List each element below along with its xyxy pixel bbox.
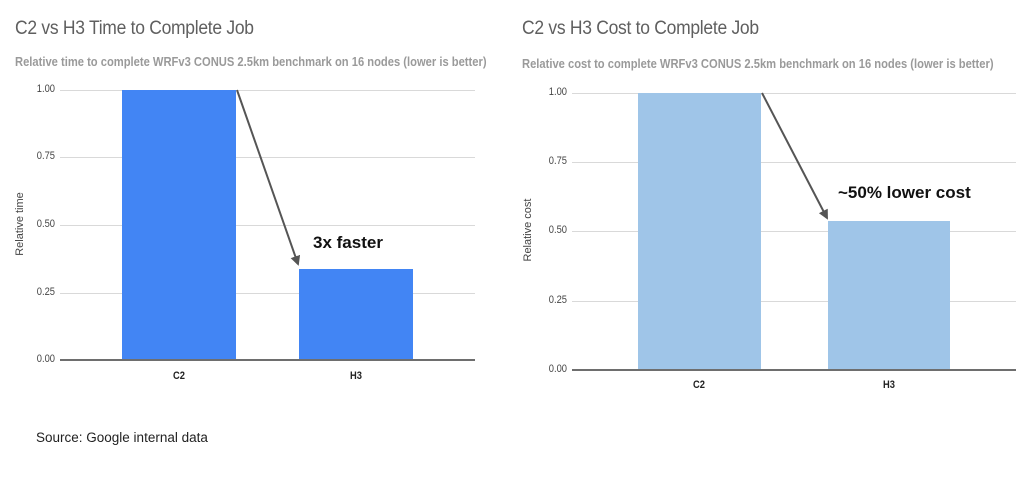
source-note: Source: Google internal data xyxy=(36,430,208,445)
time-x-axis-line xyxy=(60,359,475,361)
time-plot-area xyxy=(60,90,475,362)
time-bar-h3[interactable] xyxy=(299,269,413,360)
time-xtick-c2: C2 xyxy=(173,370,185,382)
cost-bar-c2[interactable] xyxy=(638,93,761,370)
cost-ytick-0-75: 0.75 xyxy=(548,155,567,167)
cost-ytick-0-00: 0.00 xyxy=(548,363,567,375)
cost-bar-h3[interactable] xyxy=(828,221,950,370)
time-annotation-label: 3x faster xyxy=(313,233,383,252)
cost-ytick-1-00: 1.00 xyxy=(548,86,567,98)
cost-chart-subtitle: Relative cost to complete WRFv3 CONUS 2.… xyxy=(522,56,994,71)
time-ytick-0-00: 0.00 xyxy=(36,353,55,365)
gridline xyxy=(572,231,1016,232)
gridline xyxy=(572,301,1016,302)
time-ytick-0-25: 0.25 xyxy=(36,286,55,298)
cost-xtick-c2: C2 xyxy=(693,379,705,391)
time-xtick-h3: H3 xyxy=(350,370,362,382)
gridline xyxy=(60,293,475,294)
time-ytick-0-75: 0.75 xyxy=(36,150,55,162)
cost-xtick-h3: H3 xyxy=(883,379,895,391)
cost-plot-area xyxy=(572,93,1016,372)
time-chart-title: C2 vs H3 Time to Complete Job xyxy=(15,18,254,39)
cost-chart-title: C2 vs H3 Cost to Complete Job xyxy=(522,18,759,39)
cost-chart: C2 vs H3 Cost to Complete Job Relative c… xyxy=(512,0,1024,400)
cost-x-axis-line xyxy=(572,369,1016,371)
time-bar-c2[interactable] xyxy=(122,90,236,360)
time-chart-subtitle: Relative time to complete WRFv3 CONUS 2.… xyxy=(15,54,487,69)
cost-ytick-0-50: 0.50 xyxy=(548,224,567,236)
time-ytick-1-00: 1.00 xyxy=(36,83,55,95)
time-chart: C2 vs H3 Time to Complete Job Relative t… xyxy=(0,0,512,400)
cost-annotation-label: ~50% lower cost xyxy=(838,183,971,202)
cost-ytick-0-25: 0.25 xyxy=(548,294,567,306)
time-ytick-0-50: 0.50 xyxy=(36,218,55,230)
